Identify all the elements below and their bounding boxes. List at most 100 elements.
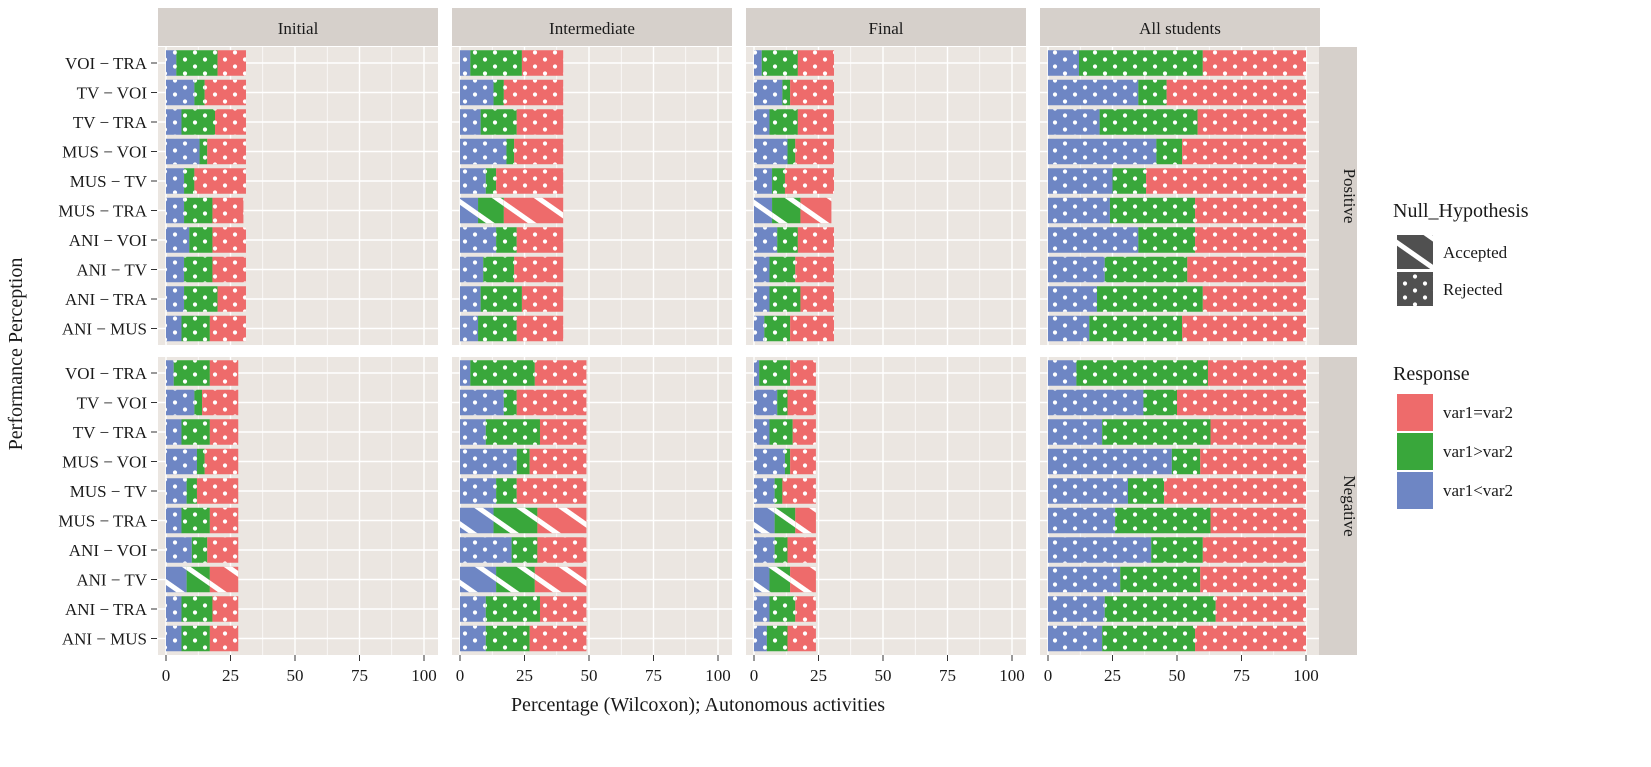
bar-pattern-rejected [1048,197,1110,224]
x-tick-label: 0 [750,666,759,685]
bar-pattern-rejected [1127,478,1165,504]
bar-pattern-rejected [754,360,760,386]
bar-pattern-rejected [1200,448,1306,475]
y-tick-label: ANI − MUS [62,320,147,339]
bar-pattern-rejected [754,109,770,135]
bar-pattern-rejected [1182,315,1306,342]
bar-pattern-rejected [166,419,182,445]
strip-background [1040,8,1320,46]
bar-pattern-rejected [1097,286,1203,312]
bar-pattern-rejected [787,389,816,416]
bar-pattern-rejected [1048,315,1090,342]
text-layer: Percentage (Wilcoxon); Autonomous activi… [5,8,1359,716]
legend-key-swatch [1397,472,1433,509]
legend-label: Rejected [1443,280,1503,299]
bar-pattern-rejected [483,256,515,283]
bar-pattern-rejected [1048,286,1098,312]
bar-pattern-rejected [516,109,564,135]
y-tick-label: ANI − TRA [65,290,148,309]
row-strip-negative: Negative [1319,357,1359,655]
y-tick-label: ANI − MUS [62,630,147,649]
bar-pattern-rejected [754,315,765,342]
legend-key-swatch [1397,394,1433,431]
bar-pattern-rejected [790,360,816,386]
bar-pattern-rejected [1048,79,1139,106]
bar-pattern-rejected [516,389,587,416]
bar-pattern-rejected [521,50,564,76]
x-tick-label: 25 [810,666,827,685]
bar-pattern-rejected [181,315,210,342]
bar-pattern-rejected [1146,168,1306,194]
column-strip-final: Final [746,8,1026,46]
bar-pattern-rejected [166,109,182,135]
y-tick-label: ANI − VOI [69,231,148,250]
legend-title-response: Response [1393,363,1470,385]
bar-pattern-rejected [1177,389,1306,416]
bar-pattern-rejected [1048,256,1105,283]
bar-pattern-rejected [787,537,816,563]
bar-pattern-rejected [1112,168,1147,194]
bar-pattern-rejected [480,109,517,135]
bar-pattern-rejected [754,227,778,253]
bar-pattern-rejected [1202,50,1306,76]
strip-label: Final [869,19,904,38]
bar-pattern-rejected [516,478,587,504]
bar-pattern-rejected [460,478,497,504]
bar-pattern-rejected [196,478,239,504]
x-tick-label: 50 [287,666,304,685]
bar-pattern-accepted [769,566,791,593]
x-tick-label: 50 [581,666,598,685]
bar-pattern-rejected [1195,227,1306,253]
bars-negative-all-students [1048,360,1306,652]
bar-pattern-rejected [212,197,244,224]
bar-pattern-rejected [166,389,195,416]
bar-pattern-rejected [1048,360,1077,386]
bar-pattern-rejected [769,109,798,135]
bar-pattern-rejected [217,286,246,312]
bar-pattern-rejected [754,286,770,312]
bar-pattern-rejected [189,227,213,253]
bar-pattern-rejected [529,625,587,652]
strip-background [158,8,438,46]
bar-pattern-rejected [784,448,791,475]
bar-pattern-rejected [186,478,197,504]
y-axis-title: Performance Perception [5,258,27,451]
legend-label: var1<var2 [1443,481,1513,500]
bar-pattern-rejected [460,79,494,106]
x-tick-label: 100 [411,666,437,685]
bar-pattern-rejected [1048,227,1139,253]
y-tick-label: TV − VOI [77,84,148,103]
bar-pattern-rejected [1048,448,1172,475]
bar-pattern-rejected [766,625,788,652]
bar-pattern-rejected [191,537,208,563]
bar-pattern-accepted [754,507,775,534]
strip-background [1319,357,1357,655]
bar-pattern-rejected [166,50,177,76]
bar-pattern-rejected [1195,197,1306,224]
bar-pattern-rejected [1104,596,1216,622]
legend-key-pattern [1397,272,1433,306]
bar-pattern-rejected [1048,625,1103,652]
bar-pattern-accepted [800,197,832,224]
bar-pattern-rejected [792,419,816,445]
bar-pattern-rejected [1171,448,1201,475]
bar-pattern-rejected [761,50,798,76]
bar-pattern-accepted [503,197,564,224]
bar-pattern-rejected [1078,50,1203,76]
bar-pattern-rejected [485,596,540,622]
x-tick-label: 50 [875,666,892,685]
bar-pattern-rejected [511,537,538,563]
x-tick-label: 0 [1044,666,1053,685]
strip-label: Intermediate [549,19,635,38]
y-tick-label: ANI − TRA [65,600,148,619]
bar-pattern-rejected [166,227,190,253]
x-tick-label: 0 [162,666,171,685]
column-strip-initial: Initial [158,8,438,46]
bar-pattern-accepted [166,566,187,593]
bar-pattern-rejected [1048,168,1113,194]
bar-pattern-rejected [754,478,775,504]
bar-pattern-rejected [777,227,798,253]
y-tick-label: ANI − TV [76,261,147,280]
x-tick-label: 25 [222,666,239,685]
